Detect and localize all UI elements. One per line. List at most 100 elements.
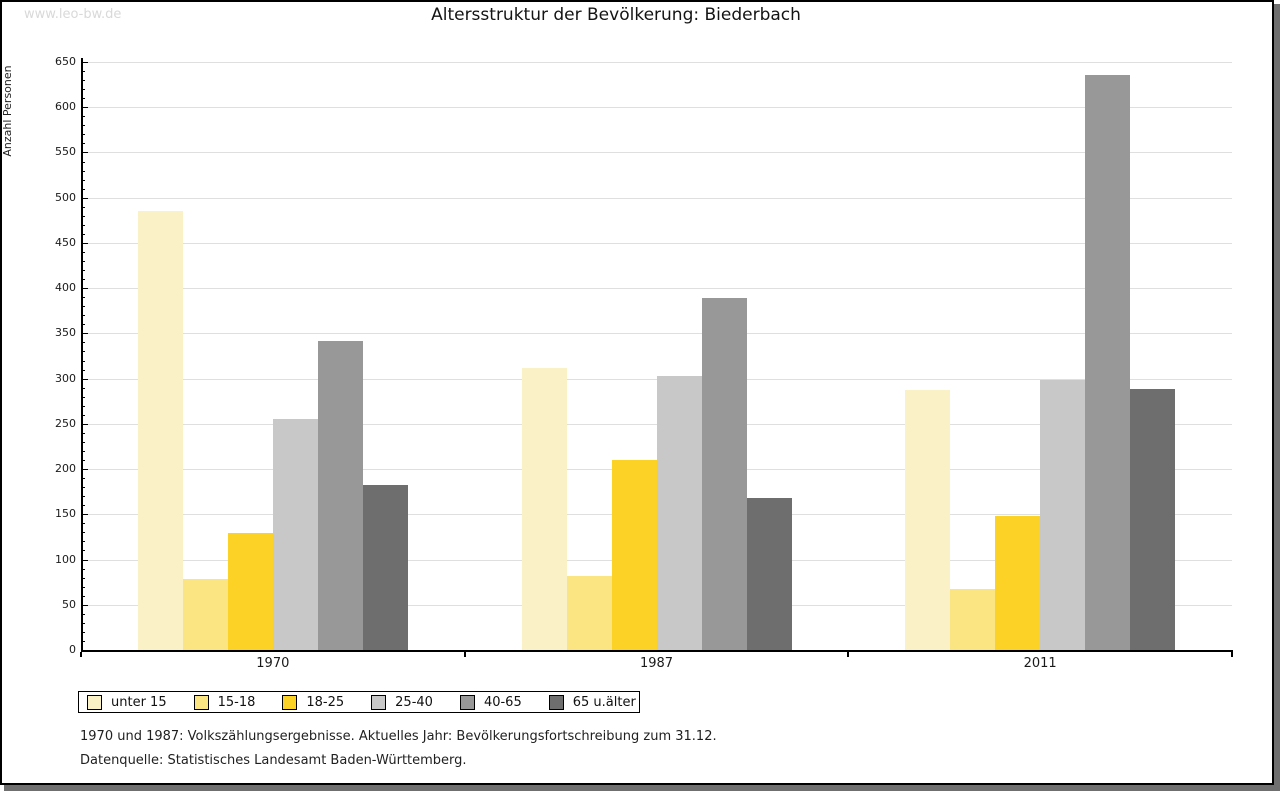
x-axis-tick [1231,652,1233,657]
bar-18-25-1987 [611,460,657,650]
y-axis-tick [81,423,88,425]
y-axis-tick [81,414,85,416]
y-axis-tick [81,143,85,145]
y-axis-tick [81,224,85,226]
y-axis-tick [81,487,85,489]
y-axis-tick [81,288,88,290]
y-axis-tick [81,396,85,398]
x-category-label: 1970 [256,656,290,671]
y-axis-tick [81,170,85,172]
y-axis-tick [81,360,85,362]
legend-label: 25-40 [395,694,433,710]
y-tick-label: 500 [55,190,76,204]
y-axis-tick [81,233,85,235]
y-axis-tick [81,469,88,471]
gridline [82,288,1232,290]
y-axis-tick [81,251,85,253]
y-axis-tick [81,532,85,534]
y-axis-tick [81,496,85,498]
bar-unter-15-1970 [137,211,183,650]
y-axis-tick [81,595,85,597]
page-shadow-bottom [4,785,1280,791]
y-axis-tick [81,478,85,480]
y-axis-tick [81,559,88,561]
y-axis-tick [81,125,85,127]
y-axis-tick [81,640,85,642]
y-axis-tick [81,188,85,190]
bar-15-18-2011 [950,588,996,650]
legend-item: 15-18 [193,694,256,710]
y-axis-line [81,58,83,652]
x-category-label: 2011 [1023,656,1057,671]
y-axis-tick [81,152,88,154]
y-tick-label: 450 [55,235,76,249]
y-axis-tick [81,116,85,118]
footnote-line-2: Datenquelle: Statistisches Landesamt Bad… [80,753,467,768]
bar-18-25-1970 [227,533,273,650]
y-axis-tick [81,441,85,443]
legend-swatch-icon [193,694,209,710]
bar-65-u-lter-2011 [1130,388,1176,650]
y-axis-tick [81,505,85,507]
legend-label: 18-25 [306,694,345,710]
legend: unter 15 15-18 18-25 25-40 40-65 65 u.äl… [78,691,640,713]
watermark: www.leo-bw.de [24,7,122,22]
y-axis-tick [81,514,88,516]
page-shadow-right [1274,4,1280,791]
gridline [82,107,1232,109]
y-axis-tick [81,89,85,91]
y-tick-label: 100 [55,552,76,566]
y-axis-tick [81,161,85,163]
y-axis-tick [81,324,85,326]
y-tick-label: 250 [55,416,76,430]
bar-unter-15-1987 [521,367,567,650]
legend-item: unter 15 [87,694,167,710]
bar-65-u-lter-1987 [746,498,792,650]
y-axis-tick [81,586,85,588]
y-tick-label: 650 [55,55,76,68]
y-tick-label: 200 [55,462,76,476]
y-axis-tick [81,613,85,615]
y-axis-tick [81,460,85,462]
gridline [82,333,1232,335]
y-axis-tick [81,197,88,199]
y-axis-tick [81,279,85,281]
x-category-label: 1987 [639,656,674,671]
y-tick-label: 550 [55,145,76,159]
legend-item: 18-25 [282,694,345,710]
y-axis-tick [81,631,85,633]
legend-item: 65 u.älter [548,694,636,710]
x-axis-tick [463,652,466,657]
legend-swatch-icon [459,694,475,710]
y-tick-label: 150 [55,507,76,521]
y-axis-tick [81,134,85,136]
y-axis-tick [81,568,85,570]
y-axis-tick [81,215,85,217]
y-axis-tick [81,270,85,272]
legend-label: 15-18 [217,694,256,710]
y-axis-tick [81,405,85,407]
y-axis-tick [81,342,85,344]
bar-15-18-1970 [182,578,228,650]
y-axis-tick [81,107,88,109]
y-axis-tick [81,523,85,525]
legend-swatch-icon [87,694,102,710]
y-axis-tick [81,80,85,82]
x-axis-tick [847,652,850,657]
y-tick-label: 300 [55,371,76,385]
y-axis-tick [81,432,85,434]
bar-15-18-1987 [566,575,612,650]
y-tick-label: 0 [69,643,76,656]
y-axis-tick [81,206,85,208]
footnote-line-1: 1970 und 1987: Volkszählungsergebnisse. … [80,729,717,744]
y-tick-label: 600 [55,100,76,114]
y-tick-label: 350 [55,326,76,340]
bar-25-40-1987 [656,375,702,650]
legend-label: 65 u.älter [572,694,636,710]
y-axis-tick [81,604,88,606]
y-axis-tick [81,378,88,380]
y-tick-label: 50 [62,597,76,611]
x-axis-line [81,650,1233,652]
legend-swatch-icon [282,694,298,710]
legend-label: unter 15 [111,694,167,710]
